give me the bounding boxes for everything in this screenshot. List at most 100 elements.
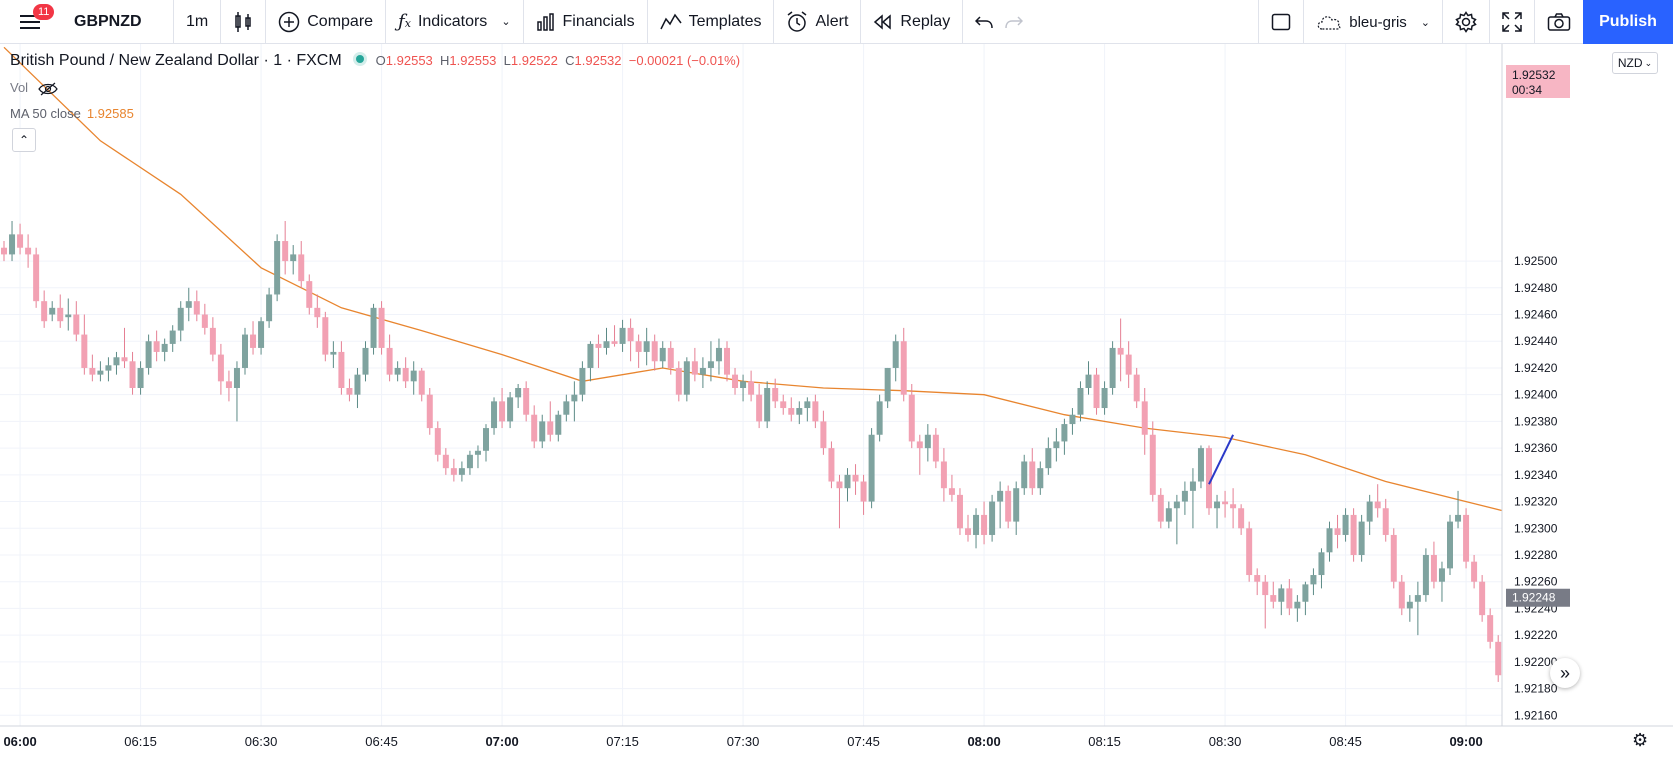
instrument-title[interactable]: British Pound / New Zealand Dollar · 1 ·… <box>10 52 342 69</box>
price-tick-label: 1.92480 <box>1514 281 1558 295</box>
candle-body <box>201 314 208 328</box>
candle-body <box>1085 374 1092 388</box>
financials-button[interactable]: Financials <box>524 0 648 44</box>
compare-button[interactable]: Compare <box>266 0 387 44</box>
financials-label: Financials <box>562 12 635 30</box>
candle-body <box>362 347 369 375</box>
candle-body <box>1382 508 1389 535</box>
eye-hidden-icon[interactable] <box>37 82 58 96</box>
candle-body <box>169 330 176 344</box>
price-tick-label: 1.92340 <box>1514 468 1558 482</box>
scroll-to-realtime-button[interactable]: » <box>1550 658 1580 688</box>
candle-body <box>916 441 923 449</box>
candle-body <box>1206 448 1212 509</box>
candle-body <box>458 468 465 475</box>
moving-average-row[interactable]: MA 50 close 1.92585 <box>10 106 134 121</box>
candle-body <box>1141 401 1148 435</box>
candle-body <box>33 254 40 302</box>
settings-button[interactable] <box>1442 0 1489 44</box>
candle-body <box>1029 461 1036 489</box>
candle-body <box>483 428 489 451</box>
candle-body <box>1189 481 1196 491</box>
candle-body <box>491 401 498 429</box>
price-tick-label: 1.92380 <box>1514 414 1558 428</box>
candle-body <box>137 367 144 388</box>
candle-body <box>1037 468 1044 489</box>
candle-body <box>707 361 714 368</box>
candle-body <box>691 361 698 375</box>
last-price-tag <box>1506 65 1570 98</box>
publish-button[interactable]: Publish <box>1583 0 1673 44</box>
templates-label: Templates <box>688 12 762 30</box>
alert-button[interactable]: Alert <box>774 0 862 44</box>
candle-body <box>242 334 248 368</box>
price-axis[interactable]: 1.921601.921801.922001.922201.922401.922… <box>1501 44 1673 726</box>
candle-body <box>1430 554 1437 582</box>
candle-body <box>298 254 305 282</box>
currency-select[interactable]: NZD ⌄ <box>1612 52 1658 74</box>
candle-body <box>1286 588 1293 609</box>
templates-button[interactable]: Templates <box>648 0 775 44</box>
candle-body <box>997 490 1004 502</box>
candle-body <box>442 454 449 469</box>
time-tick-label: 07:45 <box>847 734 880 749</box>
candle-body <box>1157 494 1164 522</box>
trend-line-drawing[interactable] <box>1208 434 1234 485</box>
candle-body <box>1374 501 1381 509</box>
time-axis[interactable]: 06:00 06:15 06:30 06:45 07:00 07:15 07:30 07:45… <box>0 725 1673 758</box>
chevron-down-icon: ⌄ <box>1644 57 1653 68</box>
fullscreen-button[interactable] <box>1489 0 1534 44</box>
candle-body <box>699 367 706 375</box>
volume-indicator-row[interactable]: Vol <box>10 80 58 96</box>
candle-body <box>828 448 835 482</box>
price-chart[interactable]: 1.921601.921801.922001.922201.922401.922… <box>0 44 1673 758</box>
indicators-button[interactable]: ƒx Indicators ⌄ <box>386 0 524 44</box>
candle-body <box>595 343 602 348</box>
candle-body <box>860 481 867 502</box>
chart-legend: British Pound / New Zealand Dollar · 1 ·… <box>10 52 740 70</box>
candle-body <box>330 351 337 355</box>
last-price-label: 1.92532 <box>1512 68 1556 82</box>
candle-body <box>531 414 538 442</box>
candle-body <box>748 381 755 395</box>
candle-body <box>49 307 56 315</box>
chart-grid <box>0 44 1502 726</box>
plus-circle-icon <box>278 11 300 32</box>
ma-value: 1.92585 <box>86 106 134 121</box>
chart-style-button[interactable] <box>221 0 267 44</box>
main-menu-button[interactable]: 11 <box>0 0 60 44</box>
candle-body <box>177 307 184 331</box>
undo-button[interactable] <box>963 0 999 44</box>
indicators-label: Indicators <box>417 12 488 30</box>
candlestick-series <box>1 221 1526 716</box>
candle-body <box>659 347 666 362</box>
candle-body <box>1455 514 1462 522</box>
candle-body <box>250 334 257 348</box>
volume-label: Vol <box>10 80 29 95</box>
countdown-label: 00:34 <box>1512 83 1542 97</box>
layout-select-button[interactable] <box>1258 0 1303 44</box>
price-tick-label: 1.92260 <box>1514 575 1558 589</box>
time-tick-label: 06:15 <box>124 734 157 749</box>
chart-settings-gear-icon[interactable]: ⚙ <box>1632 730 1649 750</box>
candle-body <box>1133 374 1140 402</box>
replay-button[interactable]: Replay <box>861 0 964 44</box>
candle-body <box>466 454 473 469</box>
replay-label: Replay <box>900 12 951 30</box>
redo-button[interactable] <box>999 0 1035 44</box>
candle-body <box>209 327 216 355</box>
candle-body <box>675 367 682 395</box>
snapshot-button[interactable] <box>1534 0 1583 44</box>
candle-body <box>852 474 859 482</box>
candle-body <box>956 494 963 529</box>
candle-body <box>507 397 514 422</box>
time-tick-label: 06:45 <box>365 734 398 749</box>
interval-button[interactable]: 1m <box>174 0 222 44</box>
candle-body <box>587 343 594 368</box>
save-layout-button[interactable]: bleu-gris ⌄ <box>1303 0 1442 44</box>
symbol-search-button[interactable]: GBPNZD <box>60 0 174 44</box>
candle-body <box>515 388 522 398</box>
collapse-legend-button[interactable]: ⌃ <box>12 128 36 152</box>
candle-body <box>65 314 72 318</box>
candle-body <box>788 408 795 415</box>
